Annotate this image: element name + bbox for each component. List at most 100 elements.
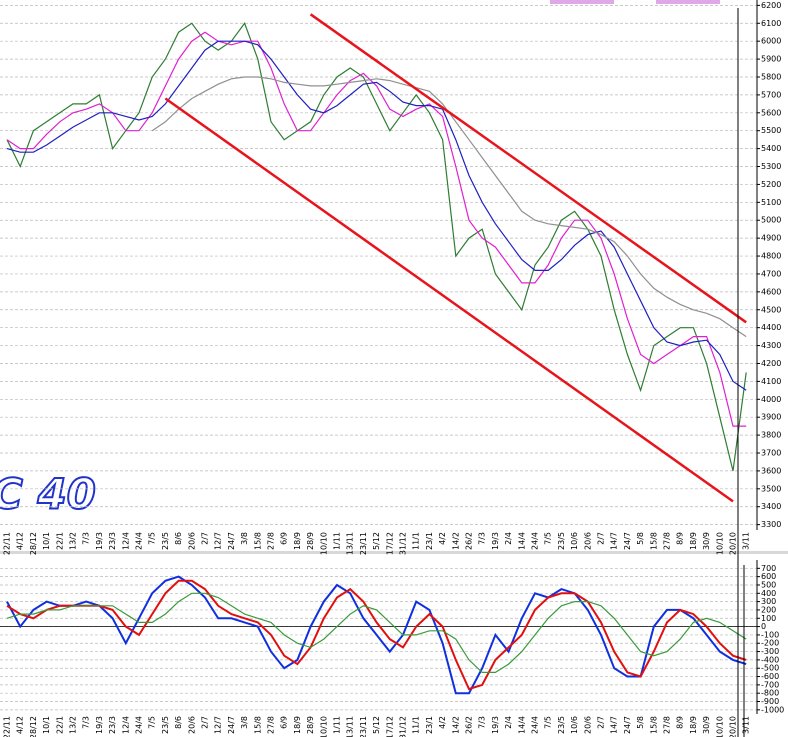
x-tick-label: 19/3	[95, 716, 104, 734]
x-tick-label: 12/4	[121, 532, 130, 550]
x-tick-label: 4/2	[438, 716, 447, 729]
x-tick-label: 15/8	[253, 532, 262, 550]
x-tick-label: 24/7	[623, 532, 632, 550]
x-tick-label: 7/3	[478, 532, 487, 545]
y-tick-label: 5200	[761, 180, 781, 189]
y-tick-label: 3900	[761, 413, 781, 422]
x-tick-label: 12/7	[214, 532, 223, 550]
x-tick-label: 4/12	[16, 532, 25, 550]
x-tick-label: 3/11	[742, 532, 751, 550]
x-tick-label: 15/8	[649, 532, 658, 550]
x-tick-label: 18/9	[293, 716, 302, 734]
x-tick-label: 30/9	[702, 532, 711, 550]
x-tick-label: 2/4	[504, 716, 513, 729]
x-tick-label: 5/12	[372, 716, 381, 734]
x-tick-label: 31/12	[399, 532, 408, 555]
y-tick-label: -400	[761, 655, 779, 664]
top-marker	[550, 0, 614, 4]
series-line	[6, 592, 747, 673]
y-tick-label: 4700	[761, 269, 781, 278]
x-tick-label: 2/4	[504, 532, 513, 545]
y-tick-label: 5900	[761, 55, 781, 64]
x-tick-label: 4/12	[16, 716, 25, 734]
x-tick-label: 24/4	[531, 716, 540, 734]
x-tick-label: 14/7	[610, 716, 619, 734]
panel-separator	[0, 551, 788, 554]
y-tick-label: 4000	[761, 395, 781, 404]
x-tick-label: 13/11	[346, 716, 355, 737]
x-tick-label: 13/2	[69, 716, 78, 734]
x-tick-label: 14/2	[451, 532, 460, 550]
x-tick-label: 8/9	[676, 532, 685, 545]
x-tick-label: 8/6	[174, 532, 183, 545]
x-tick-label: 10/10	[715, 532, 724, 555]
y-tick-label: -300	[761, 647, 779, 656]
x-tick-label: 10/6	[570, 532, 579, 550]
y-tick-label: 5400	[761, 144, 781, 153]
x-tick-label: 27/8	[267, 716, 276, 734]
x-tick-label: 22/11	[3, 532, 12, 555]
y-tick-label: -1000	[761, 705, 784, 714]
x-tick-label: 11/1	[412, 532, 421, 550]
y-tick-label: 3500	[761, 484, 781, 493]
x-tick-label: 23/1	[425, 532, 434, 550]
y-tick-label: 4100	[761, 377, 781, 386]
x-tick-label: 2/7	[201, 532, 210, 545]
y-tick-label: 5000	[761, 216, 781, 225]
x-tick-label: 10/10	[715, 716, 724, 737]
y-tick-label: 5100	[761, 198, 781, 207]
y-tick-label: 3600	[761, 466, 781, 475]
top-marker	[656, 0, 720, 4]
watermark: C 40	[0, 470, 96, 519]
x-tick-label: 24/4	[135, 716, 144, 734]
y-tick-label: 3800	[761, 431, 781, 440]
x-tick-label: 7/5	[544, 716, 553, 729]
y-tick-label: -200	[761, 639, 779, 648]
series-line	[6, 40, 747, 391]
x-tick-label: 2/7	[597, 716, 606, 729]
x-tick-label: 23/1	[425, 716, 434, 734]
y-tick-label: -800	[761, 689, 779, 698]
y-tick-label: 6200	[761, 1, 781, 10]
x-tick-label: 24/7	[623, 716, 632, 734]
x-tick-label: 10/10	[319, 716, 328, 737]
y-tick-label: -100	[761, 630, 779, 639]
series-line	[6, 575, 747, 695]
x-tick-label: 22/1	[55, 532, 64, 550]
y-tick-label: 4200	[761, 359, 781, 368]
y-tick-label: 4600	[761, 287, 781, 296]
y-tick-label: 3700	[761, 449, 781, 458]
x-tick-label: 19/3	[491, 716, 500, 734]
x-tick-label: 14/2	[451, 716, 460, 734]
x-tick-label: 20/10	[729, 716, 738, 737]
y-tick-label: -900	[761, 697, 779, 706]
x-tick-label: 11/1	[412, 716, 421, 734]
x-tick-label: 18/9	[689, 532, 698, 550]
x-tick-label: 20/6	[583, 532, 592, 550]
x-tick-label: 23/11	[359, 716, 368, 737]
x-tick-label: 3/11	[742, 716, 751, 734]
y-tick-label: 5600	[761, 108, 781, 117]
y-tick-label: 4800	[761, 252, 781, 261]
x-tick-label: 7/3	[82, 532, 91, 545]
x-tick-label: 10/10	[319, 532, 328, 555]
x-tick-label: 3/8	[240, 716, 249, 729]
x-tick-label: 19/3	[95, 532, 104, 550]
x-tick-label: 23/3	[108, 716, 117, 734]
x-tick-label: 23/11	[359, 532, 368, 555]
x-tick-label: 10/1	[42, 716, 51, 734]
y-tick-label: 4500	[761, 305, 781, 314]
series-line	[6, 579, 747, 691]
x-tick-label: 23/5	[161, 716, 170, 734]
y-tick-label: 5500	[761, 126, 781, 135]
x-tick-label: 23/5	[557, 716, 566, 734]
y-tick-label: 4900	[761, 234, 781, 243]
channel-line	[309, 13, 747, 324]
y-tick-label: 0	[761, 622, 766, 631]
x-tick-label: 15/8	[649, 716, 658, 734]
x-tick-label: 24/7	[227, 532, 236, 550]
x-tick-label: 20/6	[187, 716, 196, 734]
y-tick-label: 200	[761, 605, 776, 614]
x-tick-label: 4/2	[438, 532, 447, 545]
y-tick-label: -600	[761, 672, 779, 681]
